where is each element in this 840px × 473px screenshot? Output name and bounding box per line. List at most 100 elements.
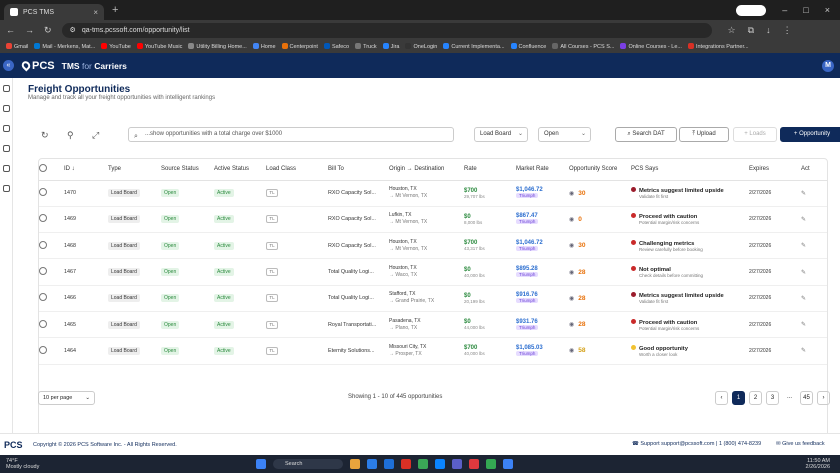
eye-icon[interactable]: ◉ [569,269,575,276]
documents-icon[interactable] [2,125,10,132]
alerts-icon[interactable] [2,145,10,152]
row-checkbox[interactable] [39,214,47,223]
table-row[interactable]: 1466 Load Board Open Active TL Total Qua… [39,285,827,312]
taskbar-app-icon[interactable] [401,459,411,469]
loads-button[interactable]: + Loads [733,127,777,142]
expand-icon[interactable]: ⤢ [92,130,100,140]
taskbar-app-icon[interactable] [452,459,462,469]
reload-icon[interactable]: ↻ [44,24,52,35]
maximize-icon[interactable]: □ [803,5,809,15]
new-tab-icon[interactable]: + [112,4,119,16]
col-source-status[interactable]: Source Status [161,159,214,181]
bookmark-star-icon[interactable]: ☆ [727,24,736,35]
bookmark-item[interactable]: All Courses - PCS S... [552,43,614,50]
eye-icon[interactable]: ◉ [569,243,575,250]
bookmark-item[interactable]: Current Implementa... [443,43,505,50]
col-actions[interactable]: Act [801,159,827,181]
col-active-status[interactable]: Active Status [214,159,266,181]
browser-menu-icon[interactable]: ⋮ [782,24,792,35]
collapse-menu-icon[interactable]: « [3,60,14,71]
taskbar-app-icon[interactable] [350,459,360,469]
table-row[interactable]: 1467 Load Board Open Active TL Total Qua… [39,258,827,286]
row-action-icon[interactable]: ✎ [801,180,827,207]
clock[interactable]: 11:50 AM 2/26/2026 [805,458,830,470]
eye-icon[interactable]: ◉ [569,216,575,223]
site-info-icon[interactable]: ⚙ [69,27,76,34]
eye-icon[interactable]: ◉ [569,295,575,302]
table-row[interactable]: 1465 Load Board Open Active TL Royal Tra… [39,311,827,339]
col-opportunity-score[interactable]: Opportunity Score [569,159,631,181]
row-action-icon[interactable]: ✎ [801,232,827,260]
select-all-checkbox[interactable] [39,164,47,173]
weather-widget[interactable]: 74°F Mostly cloudy [6,458,40,470]
row-checkbox[interactable] [39,240,47,249]
add-opportunity-button[interactable]: + Opportunity [780,127,840,142]
bookmark-item[interactable]: Truck [355,43,377,50]
minimize-icon[interactable]: – [782,5,788,15]
layers-icon[interactable] [2,185,10,192]
col-id[interactable]: ID ↓ [64,159,108,181]
page-2-button[interactable]: 2 [749,391,762,405]
page-1-button[interactable]: 1 [732,391,745,405]
feedback-link[interactable]: ✉ Give us feedback [776,441,825,447]
eye-icon[interactable]: ◉ [569,322,575,329]
taskbar-app-icon[interactable] [418,459,428,469]
table-row[interactable]: 1468 Load Board Open Active TL RXO Capac… [39,232,827,260]
taskbar-app-icon[interactable] [469,459,479,469]
close-window-icon[interactable]: × [824,5,830,15]
menu-icon[interactable] [2,85,10,92]
row-action-icon[interactable]: ✎ [801,311,827,339]
row-checkbox[interactable] [39,345,47,354]
row-action-icon[interactable]: ✎ [801,258,827,286]
eye-icon[interactable]: ◉ [569,190,575,197]
bookmark-item[interactable]: Jira [382,43,399,50]
page-3-button[interactable]: 3 [766,391,779,405]
taskbar-app-icon[interactable] [384,459,394,469]
bookmark-item[interactable]: Integrations Partner... [687,43,749,50]
row-action-icon[interactable]: ✎ [801,285,827,312]
extensions-icon[interactable]: ⧉ [747,24,755,35]
col-type[interactable]: Type [108,159,161,181]
table-row[interactable]: 1470 Load Board Open Active TL RXO Capac… [39,180,827,207]
taskbar-app-icon[interactable] [503,459,513,469]
taskbar-app-icon[interactable] [486,459,496,469]
back-icon[interactable]: ← [6,25,15,35]
support-link[interactable]: ☎ Support support@pcssoft.com | 1 (800) … [632,441,762,447]
close-tab-icon[interactable]: × [93,7,98,17]
upload-button[interactable]: ⤒ Upload [679,127,729,142]
forward-icon[interactable]: → [25,25,34,35]
url-field[interactable]: ⚙ qa-tms.pcssoft.com/opportunity/list [61,22,712,38]
bookmark-item[interactable]: Confluence [510,43,546,50]
col-load-class[interactable]: Load Class [266,159,328,181]
col-bill-to[interactable]: Bill To [328,159,389,181]
row-action-icon[interactable]: ✎ [801,206,827,234]
filter-icon[interactable]: ⚲ [67,130,74,140]
table-row[interactable]: 1464 Load Board Open Active TL Eternity … [39,337,827,365]
col-pcs-says[interactable]: PCS Says [631,159,749,181]
search-dat-button[interactable]: ⌕ Search DAT [615,127,677,142]
bookmark-item[interactable]: Home [252,43,276,50]
page-45-button[interactable]: 45 [800,391,813,405]
col-expires[interactable]: Expires [749,159,801,181]
avatar[interactable]: M [822,59,834,72]
profile-pill[interactable] [736,4,767,16]
row-checkbox[interactable] [39,267,47,276]
bookmark-item[interactable]: Centerpoint [281,43,318,50]
col-rate[interactable]: Rate [464,159,516,181]
refresh-icon[interactable]: ↻ [41,130,49,140]
bookmark-item[interactable]: Gmail [6,43,28,50]
taskbar-app-icon[interactable] [367,459,377,469]
search-input[interactable]: ⌕ ...show opportunities with a total char… [128,127,454,142]
taskbar-app-icon[interactable] [256,459,266,469]
bookmark-item[interactable]: YouTube [101,43,131,50]
row-checkbox[interactable] [39,188,47,197]
opportunities-icon[interactable] [2,105,10,112]
next-page-button[interactable]: › [817,391,830,405]
taskbar-search[interactable]: Search [273,459,343,469]
status-select[interactable]: Open ⌄ [538,127,591,142]
col-origin-destination[interactable]: Origin → Destination [389,159,464,181]
row-action-icon[interactable]: ✎ [801,337,827,365]
per-page-select[interactable]: 10 per page ⌄ [38,391,95,405]
downloads-icon[interactable]: ↓ [766,24,771,35]
bookmark-item[interactable]: YouTube Music [136,43,182,50]
